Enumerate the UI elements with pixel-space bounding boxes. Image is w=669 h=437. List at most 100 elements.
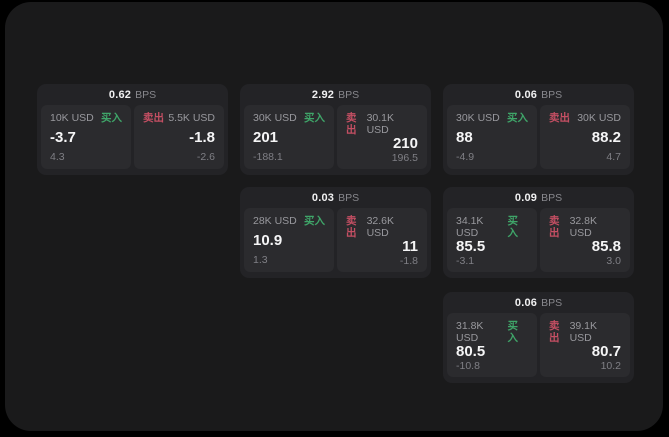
quote-panels: 30K USD 买入 201 -188.1 卖出 30.1K USD 210 1… bbox=[240, 105, 431, 169]
quote-card: 0.06 BPS 30K USD 买入 88 -4.9 卖出 30K USD 8… bbox=[443, 84, 634, 175]
sell-top-row: 卖出 30K USD bbox=[549, 112, 621, 124]
quote-card: 0.62 BPS 10K USD 买入 -3.7 4.3 卖出 5.5K USD… bbox=[37, 84, 228, 175]
bps-value: 0.03 bbox=[311, 191, 335, 204]
buy-top-row: 10K USD 买入 bbox=[50, 112, 122, 124]
buy-top-row: 28K USD 买入 bbox=[253, 215, 325, 227]
sell-price-value: 88.2 bbox=[591, 128, 621, 146]
quote-panels: 31.8K USD 买入 80.5 -10.8 卖出 39.1K USD 80.… bbox=[443, 313, 634, 377]
sell-amount-label: 30K USD bbox=[577, 112, 621, 124]
bps-value: 2.92 bbox=[311, 88, 335, 101]
sell-delta-value: 3.0 bbox=[606, 255, 621, 267]
sell-delta-value: 10.2 bbox=[600, 360, 621, 372]
quote-panels: 10K USD 买入 -3.7 4.3 卖出 5.5K USD -1.8 -2.… bbox=[37, 105, 228, 169]
sell-amount-label: 5.5K USD bbox=[168, 112, 215, 124]
buy-side-label: 买入 bbox=[507, 320, 518, 344]
sell-top-row: 卖出 5.5K USD bbox=[143, 112, 215, 124]
sell-top-row: 卖出 39.1K USD bbox=[549, 320, 621, 344]
bps-unit-label: BPS bbox=[541, 296, 563, 309]
buy-price-value: 80.5 bbox=[456, 343, 486, 360]
buy-side-label: 买入 bbox=[101, 112, 122, 124]
buy-price-value: 88 bbox=[456, 128, 473, 146]
bps-unit-label: BPS bbox=[338, 88, 360, 101]
quote-panels: 30K USD 买入 88 -4.9 卖出 30K USD 88.2 4.7 bbox=[443, 105, 634, 169]
buy-amount-label: 30K USD bbox=[253, 112, 297, 124]
quote-panels: 28K USD 买入 10.9 1.3 卖出 32.6K USD 11 -1.8 bbox=[240, 208, 431, 272]
buy-panel[interactable]: 31.8K USD 买入 80.5 -10.8 bbox=[447, 313, 537, 377]
sell-side-label: 卖出 bbox=[549, 320, 560, 344]
sell-side-label: 卖出 bbox=[549, 215, 560, 239]
sell-amount-label: 32.8K USD bbox=[569, 215, 598, 239]
bps-unit-label: BPS bbox=[541, 191, 563, 204]
sell-top-row: 卖出 32.6K USD bbox=[346, 215, 418, 239]
bps-header: 0.06 BPS bbox=[443, 84, 634, 105]
sell-top-row: 卖出 32.8K USD bbox=[549, 215, 621, 239]
buy-side-label: 买入 bbox=[507, 112, 528, 124]
sell-panel[interactable]: 卖出 5.5K USD -1.8 -2.6 bbox=[134, 105, 224, 169]
sell-price-value: 80.7 bbox=[591, 343, 621, 360]
sell-delta-value: 196.5 bbox=[391, 152, 418, 164]
buy-amount-label: 28K USD bbox=[253, 215, 297, 227]
sell-side-label: 卖出 bbox=[346, 112, 357, 136]
buy-side-label: 买入 bbox=[304, 215, 325, 227]
bps-value: 0.06 bbox=[514, 296, 538, 309]
sell-top-row: 卖出 30.1K USD bbox=[346, 112, 418, 136]
buy-amount-label: 34.1K USD bbox=[456, 215, 484, 239]
sell-side-label: 卖出 bbox=[143, 112, 164, 124]
quote-card: 2.92 BPS 30K USD 买入 201 -188.1 卖出 30.1K … bbox=[240, 84, 431, 175]
buy-delta-value: -3.1 bbox=[456, 255, 475, 267]
sell-panel[interactable]: 卖出 30.1K USD 210 196.5 bbox=[337, 105, 427, 169]
sell-delta-value: -1.8 bbox=[399, 255, 418, 267]
buy-delta-value: -10.8 bbox=[456, 360, 480, 372]
bps-value: 0.06 bbox=[514, 88, 538, 101]
bps-value: 0.09 bbox=[514, 191, 538, 204]
buy-price-value: 10.9 bbox=[253, 231, 283, 249]
sell-amount-label: 39.1K USD bbox=[569, 320, 598, 344]
buy-top-row: 30K USD 买入 bbox=[253, 112, 325, 124]
quote-card: 0.09 BPS 34.1K USD 买入 85.5 -3.1 卖出 32.8K… bbox=[443, 187, 634, 278]
buy-top-row: 31.8K USD 买入 bbox=[456, 320, 528, 344]
bps-unit-label: BPS bbox=[541, 88, 563, 101]
bps-unit-label: BPS bbox=[338, 191, 360, 204]
bps-unit-label: BPS bbox=[135, 88, 157, 101]
bps-header: 0.62 BPS bbox=[37, 84, 228, 105]
buy-panel[interactable]: 10K USD 买入 -3.7 4.3 bbox=[41, 105, 131, 169]
sell-price-value: 85.8 bbox=[591, 238, 621, 255]
buy-panel[interactable]: 30K USD 买入 201 -188.1 bbox=[244, 105, 334, 169]
buy-top-row: 30K USD 买入 bbox=[456, 112, 528, 124]
sell-panel[interactable]: 卖出 32.6K USD 11 -1.8 bbox=[337, 208, 427, 272]
sell-side-label: 卖出 bbox=[346, 215, 357, 239]
sell-price-value: 11 bbox=[402, 238, 418, 255]
sell-panel[interactable]: 卖出 32.8K USD 85.8 3.0 bbox=[540, 208, 630, 272]
buy-panel[interactable]: 30K USD 买入 88 -4.9 bbox=[447, 105, 537, 169]
app-window: 0.62 BPS 10K USD 买入 -3.7 4.3 卖出 5.5K USD… bbox=[5, 2, 663, 431]
sell-delta-value: -2.6 bbox=[196, 151, 215, 163]
buy-panel[interactable]: 28K USD 买入 10.9 1.3 bbox=[244, 208, 334, 272]
buy-price-value: 85.5 bbox=[456, 238, 486, 255]
quote-card: 0.06 BPS 31.8K USD 买入 80.5 -10.8 卖出 39.1… bbox=[443, 292, 634, 383]
sell-panel[interactable]: 卖出 30K USD 88.2 4.7 bbox=[540, 105, 630, 169]
sell-amount-label: 32.6K USD bbox=[366, 215, 395, 239]
buy-panel[interactable]: 34.1K USD 买入 85.5 -3.1 bbox=[447, 208, 537, 272]
sell-side-label: 卖出 bbox=[549, 112, 570, 124]
buy-amount-label: 30K USD bbox=[456, 112, 500, 124]
buy-delta-value: -4.9 bbox=[456, 151, 475, 163]
buy-price-value: -3.7 bbox=[50, 128, 76, 146]
bps-header: 0.06 BPS bbox=[443, 292, 634, 313]
bps-header: 0.03 BPS bbox=[240, 187, 431, 208]
bps-header: 2.92 BPS bbox=[240, 84, 431, 105]
buy-delta-value: -188.1 bbox=[253, 151, 283, 163]
buy-top-row: 34.1K USD 买入 bbox=[456, 215, 528, 239]
buy-side-label: 买入 bbox=[507, 215, 518, 239]
quote-card: 0.03 BPS 28K USD 买入 10.9 1.3 卖出 32.6K US… bbox=[240, 187, 431, 278]
sell-delta-value: 4.7 bbox=[606, 151, 621, 163]
buy-amount-label: 10K USD bbox=[50, 112, 94, 124]
sell-price-value: -1.8 bbox=[189, 128, 215, 146]
sell-amount-label: 30.1K USD bbox=[366, 112, 395, 136]
buy-side-label: 买入 bbox=[304, 112, 325, 124]
sell-price-value: 210 bbox=[392, 135, 418, 152]
bps-value: 0.62 bbox=[108, 88, 132, 101]
quote-panels: 34.1K USD 买入 85.5 -3.1 卖出 32.8K USD 85.8… bbox=[443, 208, 634, 272]
buy-price-value: 201 bbox=[253, 128, 279, 146]
buy-delta-value: 4.3 bbox=[50, 151, 65, 163]
sell-panel[interactable]: 卖出 39.1K USD 80.7 10.2 bbox=[540, 313, 630, 377]
